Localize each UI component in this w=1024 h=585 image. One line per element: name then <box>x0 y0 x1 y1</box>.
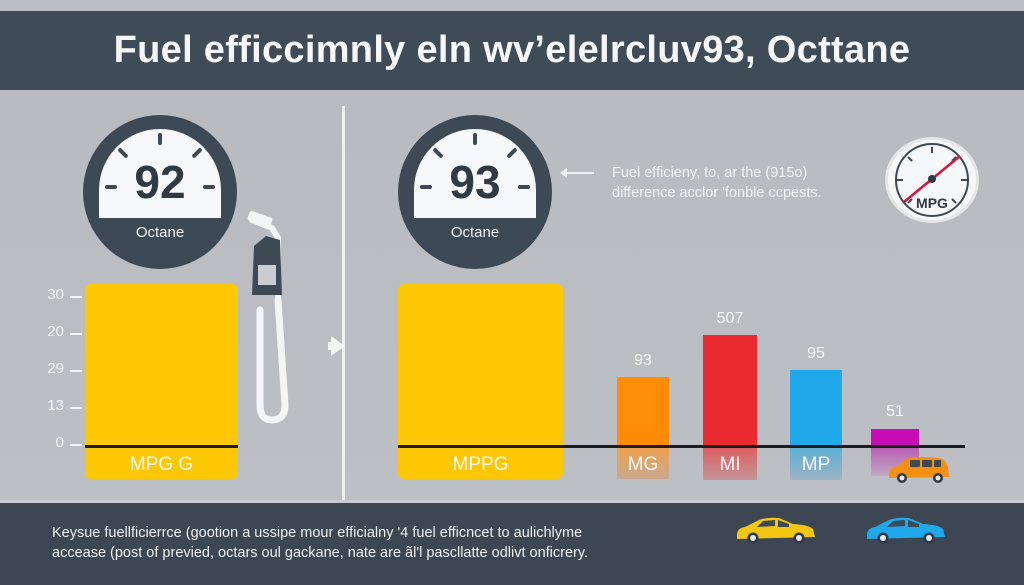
octane-label: Octane <box>450 224 500 241</box>
bar-92-octane <box>85 284 238 479</box>
y-axis-tick <box>70 444 82 446</box>
right-chart-baseline <box>398 445 965 448</box>
fuel-nozzle-icon <box>247 210 289 424</box>
gauge-tick <box>473 133 477 145</box>
octane-label: Octane <box>135 224 185 241</box>
yellow-car-icon <box>737 517 815 544</box>
gauge-tick <box>158 133 162 145</box>
y-axis-tick <box>70 333 82 335</box>
bar-mp-reflection <box>790 446 842 480</box>
annotation-text: Fuel efficieny, to, ar the (915o) differ… <box>612 163 822 203</box>
bar-value: 95 <box>807 345 825 362</box>
section-divider <box>342 106 345 500</box>
gauge-face: 92 <box>99 129 221 218</box>
bar-mppg <box>398 284 563 479</box>
blue-car-icon <box>867 517 945 544</box>
arrow-left-icon <box>560 168 594 178</box>
bar-mp <box>790 370 842 446</box>
left-chart-baseline <box>85 445 238 448</box>
bar-value: 507 <box>716 310 744 327</box>
bar-label: MPPG <box>452 454 509 475</box>
bar-value: 51 <box>886 403 904 420</box>
bar-mg <box>617 377 669 446</box>
bar-magenta <box>871 429 919 446</box>
y-axis-tick <box>70 407 82 409</box>
y-axis-tick-label: 0 <box>55 434 64 451</box>
annotation-line-1: Fuel efficieny, to, ar the (915o) <box>612 165 808 181</box>
octane-gauge-92: 92 Octane <box>83 115 237 269</box>
octane-value: 92 <box>134 156 186 208</box>
bar-label: MG <box>627 454 659 475</box>
octane-gauge-93: 93 Octane <box>398 115 552 269</box>
y-axis-tick-label: 13 <box>47 397 64 414</box>
bar-mg-reflection <box>617 446 669 479</box>
footer-line-1: Keysue fuellficierrce (gootion a ussipe … <box>52 525 583 541</box>
orange-car-icon <box>889 457 949 483</box>
bar-label: MPG G <box>129 454 194 475</box>
y-axis-tick <box>70 296 82 298</box>
bar-label: MI <box>719 454 741 475</box>
footer-text: Keysue fuellficierrce (gootion a ussipe … <box>52 523 712 563</box>
footer-line-2: accease (post of previed, octars oul gac… <box>52 545 589 561</box>
arrow-right-icon <box>331 336 345 356</box>
top-strip <box>0 0 1024 11</box>
octane-value: 93 <box>449 156 501 208</box>
mpg-gauge-dial <box>895 143 969 217</box>
bar-label: MP <box>801 454 831 475</box>
title-bar: Fuel efficcimnly eln wv’elelrcluv93, Oct… <box>0 11 1024 90</box>
footer: Keysue fuellficierrce (gootion a ussipe … <box>0 500 1024 585</box>
mpg-gauge-icon: MPG <box>885 137 979 223</box>
y-axis-tick <box>70 370 82 372</box>
mpg-gauge-label: MPG <box>916 195 948 211</box>
y-axis-tick-label: 20 <box>47 323 64 340</box>
y-axis-tick-label: 29 <box>47 360 64 377</box>
bar-value: 93 <box>634 352 652 369</box>
y-axis-tick-label: 30 <box>47 286 64 303</box>
bar-mi-reflection <box>703 446 757 480</box>
bar-mi <box>703 335 757 446</box>
page-title: Fuel efficcimnly eln wv’elelrcluv93, Oct… <box>113 29 911 71</box>
gauge-face: 93 <box>414 129 536 218</box>
annotation-line-2: difference acclor 'fonble ccpests. <box>612 185 822 201</box>
